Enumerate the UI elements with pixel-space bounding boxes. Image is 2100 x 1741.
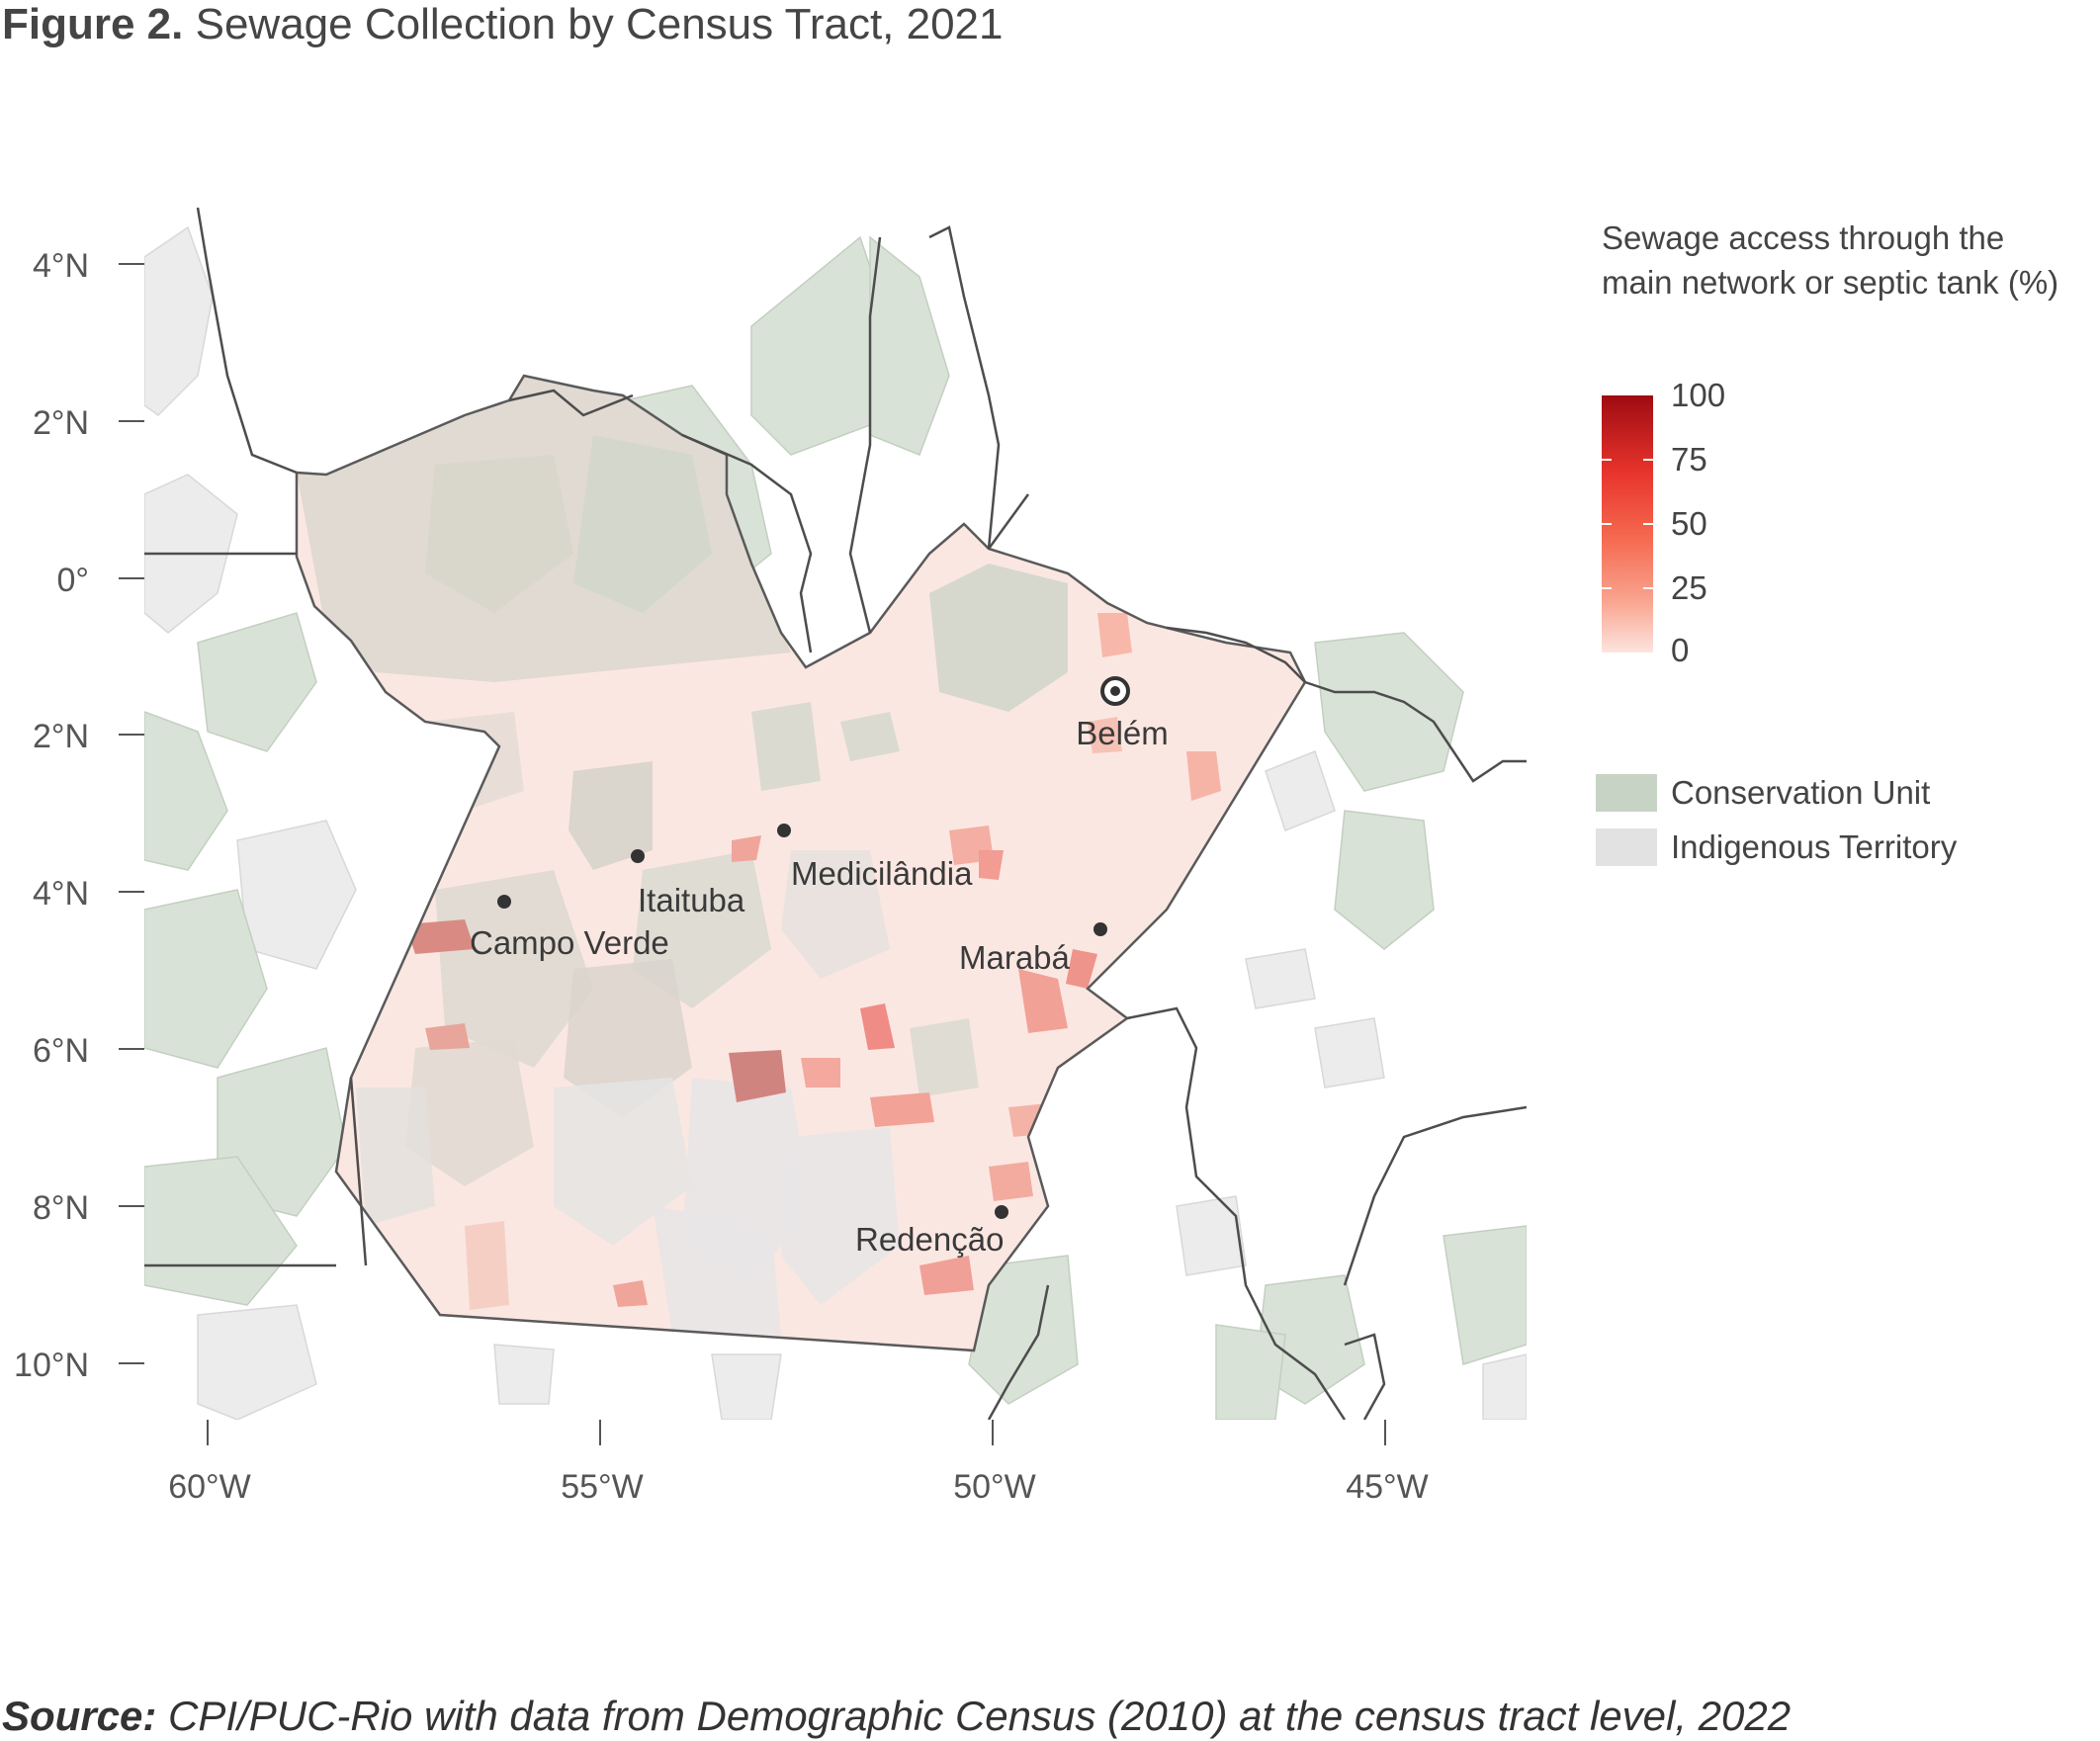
city-maraba: Marabá	[959, 922, 1107, 976]
y-tick-label-6: 8°N	[33, 1189, 89, 1227]
city-campo-verde: Campo Verde	[470, 895, 669, 961]
legend-label-indigenous-territory: Indigenous Territory	[1671, 828, 1958, 865]
city-dot	[631, 849, 645, 863]
city-dot	[497, 895, 511, 909]
colorbar-ticks	[1602, 459, 1653, 589]
colorbar-tick-100: 100	[1671, 377, 1725, 413]
state-overlays	[297, 376, 1221, 1335]
x-tick-label-1: 55°W	[561, 1468, 644, 1506]
city-redencao: Redenção	[855, 1205, 1008, 1258]
y-tick-label-0: 4°N	[33, 247, 89, 285]
legend-label-conservation-unit: Conservation Unit	[1671, 774, 1930, 811]
city-itaituba: Itaituba	[631, 849, 745, 918]
y-tick-label-5: 6°N	[33, 1032, 89, 1070]
y-tick-label-4: 4°N	[33, 875, 89, 913]
x-tick-label-0: 60°W	[168, 1468, 251, 1506]
y-tick-label-1: 2°N	[33, 404, 89, 442]
city-label-belem: Belém	[1076, 715, 1169, 751]
city-label-medicilandia: Medicilândia	[791, 855, 973, 892]
x-axis: 60°W 55°W 50°W 45°W	[168, 1420, 1429, 1506]
city-label-redencao: Redenção	[855, 1221, 1004, 1258]
city-label-campo-verde: Campo Verde	[470, 924, 669, 961]
capital-inner-dot	[1110, 686, 1120, 696]
colorbar-tick-0: 0	[1671, 632, 1689, 668]
city-dot	[777, 824, 791, 837]
colorbar-tick-25: 25	[1671, 569, 1707, 606]
y-tick-label-3: 2°N	[33, 718, 89, 755]
city-label-itaituba: Itaituba	[638, 882, 745, 918]
city-belem: Belém	[1076, 676, 1169, 751]
neighbor-borders	[144, 208, 1527, 1420]
legend: Sewage access through the main network o…	[1596, 219, 2058, 866]
figure-title: Figure 2. Sewage Collection by Census Tr…	[2, 0, 1004, 49]
y-axis: 4°N 2°N 0° 2°N 4°N 6°N 8°N 10°N	[14, 247, 144, 1384]
city-markers: Belém Medicilândia Itaituba Campo Verde …	[470, 676, 1169, 1258]
figure-title-number: Figure 2.	[2, 0, 184, 48]
legend-color-title-line1: Sewage access through the	[1602, 219, 2004, 256]
colorbar-tick-75: 75	[1671, 441, 1707, 478]
x-tick-label-2: 50°W	[953, 1468, 1036, 1506]
figure-source: Source: CPI/PUC-Rio with data from Demog…	[2, 1693, 1791, 1740]
y-tick-label-7: 10°N	[14, 1347, 89, 1384]
city-label-maraba: Marabá	[959, 939, 1071, 976]
y-tick-label-2: 0°	[56, 562, 89, 599]
city-medicilandia: Medicilândia	[777, 824, 973, 892]
source-text: CPI/PUC-Rio with data from Demographic C…	[156, 1693, 1792, 1739]
map-panel	[144, 208, 1527, 1420]
figure-title-text: Sewage Collection by Census Tract, 2021	[183, 0, 1004, 48]
colorbar-tick-50: 50	[1671, 505, 1707, 542]
protected-areas-outside	[144, 225, 1527, 1420]
x-tick-label-3: 45°W	[1346, 1468, 1429, 1506]
legend-swatch-indigenous-territory	[1596, 828, 1657, 866]
source-label: Source:	[2, 1693, 157, 1739]
para-state-outline	[295, 374, 1307, 1352]
legend-swatch-conservation-unit	[1596, 774, 1657, 812]
city-dot	[995, 1205, 1008, 1219]
city-dot	[1094, 922, 1107, 936]
legend-color-title-line2: main network or septic tank (%)	[1602, 264, 2058, 301]
